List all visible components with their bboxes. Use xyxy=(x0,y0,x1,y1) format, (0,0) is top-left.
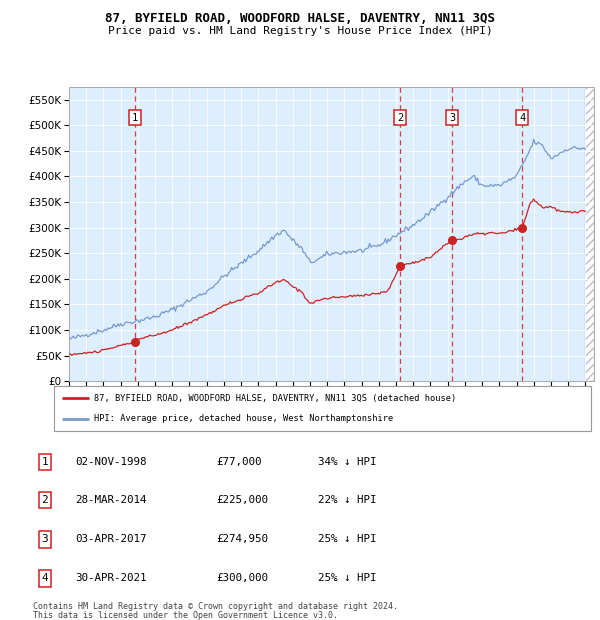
Text: 02-NOV-1998: 02-NOV-1998 xyxy=(75,457,146,467)
Text: 4: 4 xyxy=(41,574,49,583)
Text: This data is licensed under the Open Government Licence v3.0.: This data is licensed under the Open Gov… xyxy=(33,611,338,619)
Text: 28-MAR-2014: 28-MAR-2014 xyxy=(75,495,146,505)
Text: 2: 2 xyxy=(397,113,403,123)
Text: £274,950: £274,950 xyxy=(216,534,268,544)
Text: 4: 4 xyxy=(519,113,526,123)
Text: 2: 2 xyxy=(41,495,49,505)
Text: 3: 3 xyxy=(41,534,49,544)
Text: 25% ↓ HPI: 25% ↓ HPI xyxy=(318,534,377,544)
FancyBboxPatch shape xyxy=(54,386,591,431)
Text: £225,000: £225,000 xyxy=(216,495,268,505)
Text: HPI: Average price, detached house, West Northamptonshire: HPI: Average price, detached house, West… xyxy=(94,414,394,423)
Text: Contains HM Land Registry data © Crown copyright and database right 2024.: Contains HM Land Registry data © Crown c… xyxy=(33,602,398,611)
Text: 25% ↓ HPI: 25% ↓ HPI xyxy=(318,574,377,583)
Text: 87, BYFIELD ROAD, WOODFORD HALSE, DAVENTRY, NN11 3QS: 87, BYFIELD ROAD, WOODFORD HALSE, DAVENT… xyxy=(105,12,495,25)
Text: 22% ↓ HPI: 22% ↓ HPI xyxy=(318,495,377,505)
Text: £300,000: £300,000 xyxy=(216,574,268,583)
Text: Price paid vs. HM Land Registry's House Price Index (HPI): Price paid vs. HM Land Registry's House … xyxy=(107,26,493,36)
Text: 3: 3 xyxy=(449,113,455,123)
Text: 34% ↓ HPI: 34% ↓ HPI xyxy=(318,457,377,467)
Text: 1: 1 xyxy=(41,457,49,467)
Text: 03-APR-2017: 03-APR-2017 xyxy=(75,534,146,544)
Text: 1: 1 xyxy=(132,113,138,123)
Text: £77,000: £77,000 xyxy=(216,457,262,467)
Text: 30-APR-2021: 30-APR-2021 xyxy=(75,574,146,583)
Text: 87, BYFIELD ROAD, WOODFORD HALSE, DAVENTRY, NN11 3QS (detached house): 87, BYFIELD ROAD, WOODFORD HALSE, DAVENT… xyxy=(94,394,457,403)
